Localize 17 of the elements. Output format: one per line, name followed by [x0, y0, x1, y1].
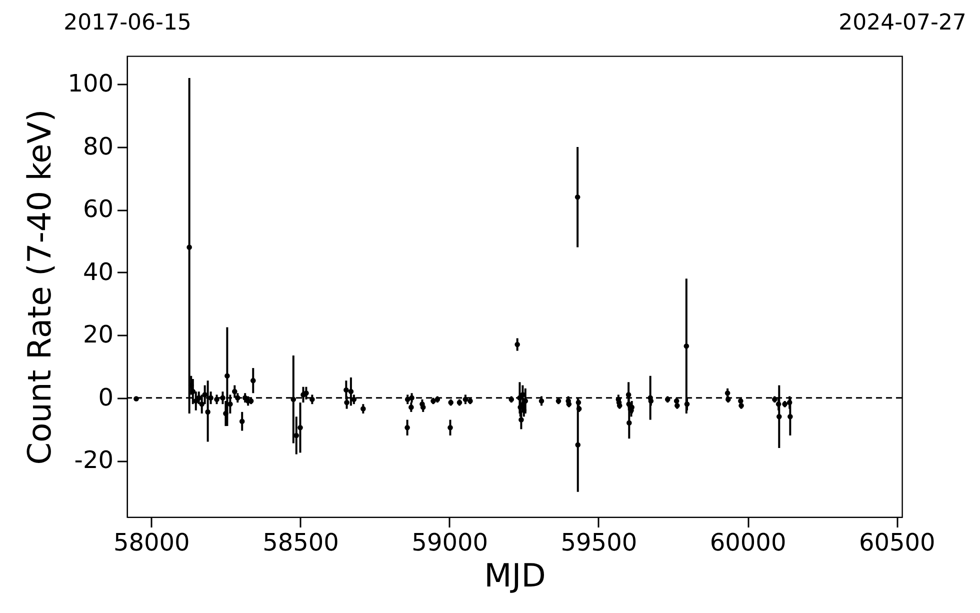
y-tick-label: 100	[68, 70, 114, 98]
x-tick-label: 59500	[560, 528, 638, 556]
y-tick-label: -20	[74, 446, 114, 474]
y-tick-label: 60	[82, 195, 114, 224]
x2-tick-label: 2024-07-27	[838, 10, 966, 36]
y-tick-label: 80	[82, 132, 114, 160]
x-axis-title: MJD	[484, 556, 546, 594]
y-tick-label: 40	[82, 258, 114, 286]
x-tick-label: 59000	[412, 528, 488, 556]
y-axis-title: Count Rate (7-40 keV)	[20, 109, 59, 465]
x-tick-label: 60500	[858, 528, 936, 556]
x2-tick-label: 2017-06-15	[64, 10, 192, 36]
x-tick-label: 60000	[710, 528, 786, 556]
x-tick-label: 58500	[262, 528, 339, 556]
x-tick-label: 58000	[113, 528, 190, 556]
y-tick-label: 0	[98, 383, 114, 412]
y-tick-label: 20	[82, 320, 114, 349]
